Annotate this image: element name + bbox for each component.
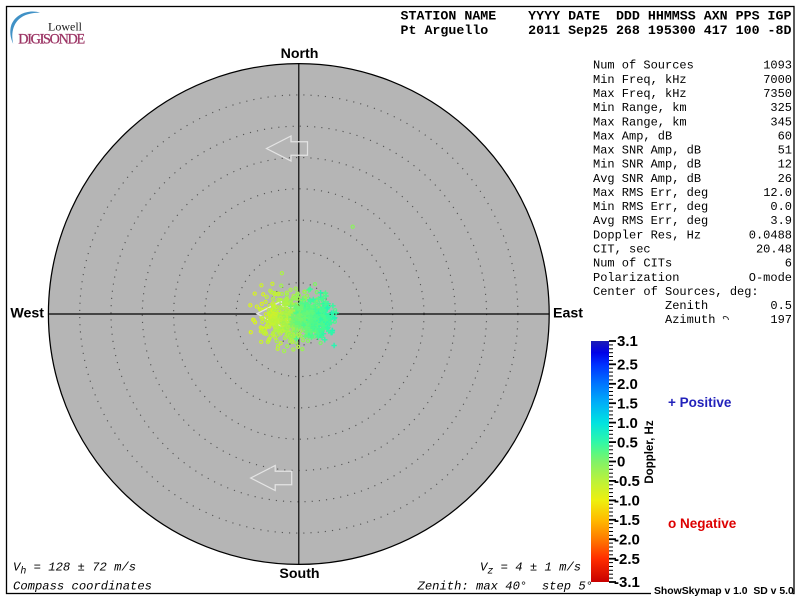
svg-text:Zenith: Zenith [593, 299, 708, 313]
svg-text:12: 12 [778, 158, 792, 172]
svg-text:Polarization: Polarization [593, 271, 679, 285]
svg-text:Max SNR Amp, dB: Max SNR Amp, dB [593, 144, 701, 158]
svg-text:1.0: 1.0 [617, 415, 638, 432]
svg-text:Num of Sources: Num of Sources [593, 59, 694, 73]
svg-text:Doppler Res, Hz: Doppler Res, Hz [593, 228, 701, 242]
svg-text:-2.5: -2.5 [614, 551, 640, 568]
svg-text:-1.5: -1.5 [614, 512, 640, 529]
svg-text:1093: 1093 [763, 59, 792, 73]
svg-text:Min Freq, kHz: Min Freq, kHz [593, 73, 687, 87]
svg-text:0.5: 0.5 [617, 434, 638, 451]
svg-text:O-mode: O-mode [749, 271, 792, 285]
svg-text:-1.0: -1.0 [614, 493, 640, 510]
svg-text:North: North [281, 46, 319, 62]
svg-text:-0.5: -0.5 [614, 473, 640, 490]
svg-text:Center of Sources, deg:: Center of Sources, deg: [593, 285, 759, 299]
svg-text:Max Amp, dB: Max Amp, dB [593, 129, 672, 143]
svg-text:7350: 7350 [763, 87, 792, 101]
svg-text:7000: 7000 [763, 73, 792, 87]
svg-text:South: South [279, 566, 319, 582]
svg-text:Max RMS Err, deg: Max RMS Err, deg [593, 186, 708, 200]
svg-text:0.0488: 0.0488 [749, 228, 792, 242]
svg-text:6: 6 [785, 257, 792, 271]
svg-text:325: 325 [770, 101, 792, 115]
svg-text:2.0: 2.0 [617, 376, 638, 393]
svg-text:Max Range, km: Max Range, km [593, 115, 687, 129]
svg-text:1.5: 1.5 [617, 395, 638, 412]
svg-text:12.0: 12.0 [763, 186, 792, 200]
svg-text:o Negative: o Negative [668, 516, 737, 531]
svg-text:Lowell: Lowell [48, 20, 83, 34]
svg-text:STATION NAME YYYY DATE DDD: STATION NAME YYYY DATE DDD HHMMSS AXN PP… [401, 8, 792, 23]
svg-text:345: 345 [770, 115, 792, 129]
svg-text:CIT, sec: CIT, sec [593, 243, 651, 257]
svg-text:0.0: 0.0 [770, 200, 792, 214]
svg-text:-2.0: -2.0 [614, 531, 640, 548]
svg-text:0.5: 0.5 [770, 299, 792, 313]
svg-text:West: West [10, 306, 44, 322]
svg-text:3.1: 3.1 [617, 333, 638, 350]
svg-text:DIGISONDE: DIGISONDE [18, 32, 84, 48]
svg-text:Pt Arguello 2011 Sep25 268: Pt Arguello 2011 Sep25 268 195300 417 10… [401, 23, 792, 38]
svg-text:ShowSkymap v 1.0 SD v 5.0: ShowSkymap v 1.0 SD v 5.0 [654, 586, 794, 597]
svg-text:Vz = 4 ± 1 m/s: Vz = 4 ± 1 m/s [480, 561, 581, 578]
svg-text:Compass coordinates: Compass coordinates [13, 580, 152, 594]
svg-text:-3.1: -3.1 [614, 574, 640, 591]
svg-text:Avg SNR Amp, dB: Avg SNR Amp, dB [593, 172, 701, 186]
svg-text:3.9: 3.9 [770, 214, 792, 228]
svg-text:Zenith: max 40° step 5°: Zenith: max 40° step 5° [417, 580, 594, 594]
svg-text:Doppler, Hz: Doppler, Hz [644, 420, 656, 484]
svg-text:Avg RMS Err, deg: Avg RMS Err, deg [593, 214, 708, 228]
svg-text:Min Range, km: Min Range, km [593, 101, 687, 115]
svg-text:Azimuth: Azimuth [593, 313, 715, 327]
svg-text:26: 26 [778, 172, 792, 186]
svg-text:2.5: 2.5 [617, 357, 638, 374]
svg-text:51: 51 [778, 144, 792, 158]
svg-text:Vh = 128 ± 72 m/s: Vh = 128 ± 72 m/s [13, 561, 136, 578]
svg-text:Num of CITs: Num of CITs [593, 257, 672, 271]
svg-text:East: East [553, 306, 583, 322]
svg-text:20.48: 20.48 [756, 243, 792, 257]
svg-text:60: 60 [778, 129, 792, 143]
svg-text:197: 197 [770, 313, 792, 327]
svg-text:+ Positive: + Positive [668, 395, 732, 410]
svg-text:0: 0 [617, 454, 625, 471]
svg-text:Min RMS Err, deg: Min RMS Err, deg [593, 200, 708, 214]
svg-text:Max Freq, kHz: Max Freq, kHz [593, 87, 687, 101]
svg-text:Min SNR Amp, dB: Min SNR Amp, dB [593, 158, 701, 172]
